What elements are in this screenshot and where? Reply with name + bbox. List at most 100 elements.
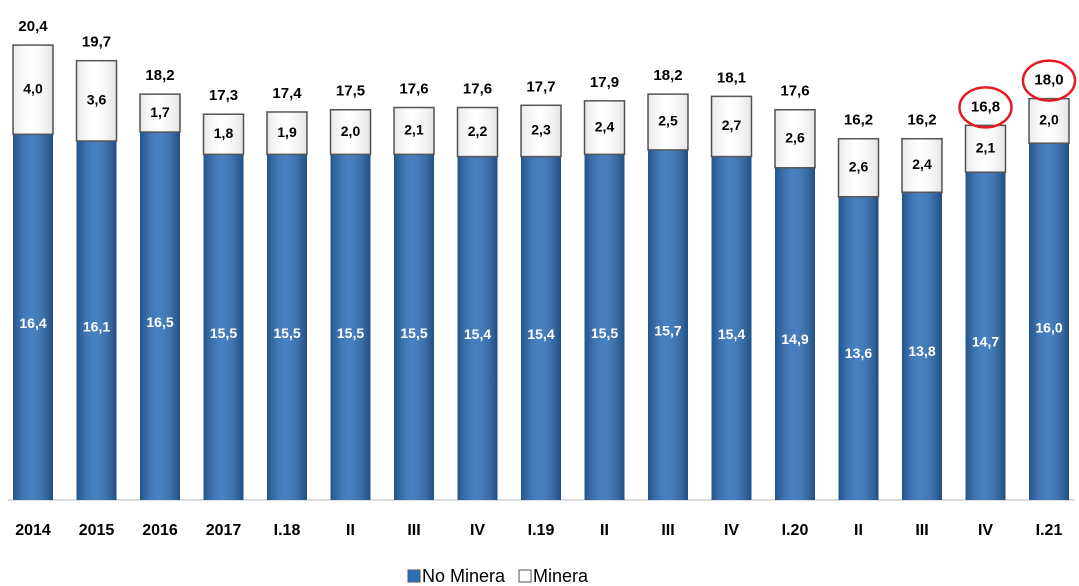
bar-shade — [838, 138, 879, 197]
value-label: 2,3 — [531, 122, 551, 138]
x-tick-label: IV — [724, 522, 739, 539]
bar-shade — [457, 156, 498, 500]
value-label: 16,0 — [1035, 319, 1062, 335]
total-label: 17,6 — [399, 80, 428, 97]
x-tick-label: 2016 — [142, 522, 178, 539]
bar-shade — [267, 111, 307, 155]
legend-label: No Minera — [422, 566, 506, 586]
value-label: 2,6 — [785, 129, 805, 145]
total-label: 18,2 — [145, 67, 174, 84]
bar-shade — [838, 196, 879, 500]
x-tick-label: I.21 — [1036, 522, 1063, 539]
x-tick-label: IV — [470, 522, 485, 539]
value-label: 1,7 — [150, 104, 170, 120]
x-tick-label: III — [661, 522, 674, 539]
legend-swatch — [518, 569, 532, 583]
bar-shade — [76, 60, 117, 141]
x-tick-label: III — [407, 522, 420, 539]
value-label: 3,6 — [87, 92, 107, 108]
bar-shade — [13, 45, 53, 135]
legend-swatch — [407, 569, 421, 583]
total-label: 18,1 — [717, 69, 746, 86]
bar-shade — [521, 105, 561, 157]
highlight-circle — [1021, 59, 1077, 102]
value-label: 15,4 — [718, 326, 745, 342]
x-tick-label: I.20 — [782, 522, 809, 539]
total-label: 17,4 — [272, 85, 302, 102]
value-label: 1,9 — [277, 124, 297, 140]
bar-shade — [775, 109, 815, 168]
bar-shade — [902, 192, 942, 500]
bar-shade — [584, 154, 625, 500]
value-label: 2,1 — [404, 122, 424, 138]
bar-shade — [457, 107, 498, 157]
bar-shade — [648, 149, 688, 500]
total-label: 18,2 — [653, 67, 682, 84]
value-label: 14,7 — [972, 333, 999, 349]
value-label: 13,6 — [845, 345, 872, 361]
x-tick-label: II — [600, 522, 609, 539]
bar-shade — [521, 156, 561, 500]
bar-shade — [203, 114, 244, 155]
bar-shade — [267, 154, 307, 500]
value-label: 2,4 — [912, 156, 932, 172]
value-label: 15,5 — [591, 325, 618, 341]
value-label: 4,0 — [23, 80, 43, 96]
bar-shade — [76, 140, 117, 500]
value-label: 15,5 — [210, 325, 237, 341]
value-label: 15,7 — [654, 323, 681, 339]
bar-shade — [711, 96, 752, 157]
total-label: 16,2 — [844, 112, 873, 129]
x-tick-label: 2014 — [15, 522, 51, 539]
x-tick-label: I.18 — [274, 522, 301, 539]
total-label: 16,2 — [907, 112, 936, 129]
x-tick-label: 2015 — [79, 522, 115, 539]
bar-shade — [203, 154, 244, 500]
value-label: 2,5 — [658, 113, 678, 129]
value-label: 15,4 — [464, 326, 491, 342]
value-label: 1,8 — [214, 125, 234, 141]
value-label: 13,8 — [908, 343, 935, 359]
total-label: 19,7 — [82, 34, 111, 51]
x-tick-label: II — [854, 522, 863, 539]
x-tick-label: III — [915, 522, 928, 539]
total-label: 17,6 — [463, 80, 492, 97]
bar-shade — [902, 138, 942, 193]
total-label: 17,6 — [780, 83, 809, 100]
total-label: 18,0 — [1034, 72, 1063, 89]
bar-shade — [394, 107, 434, 155]
value-label: 2,0 — [341, 123, 361, 139]
bar-shade — [648, 94, 688, 150]
value-label: 15,5 — [400, 325, 427, 341]
total-label: 16,8 — [971, 98, 1000, 115]
total-label: 20,4 — [18, 18, 48, 35]
x-tick-label: II — [346, 522, 355, 539]
total-label: 17,7 — [526, 78, 555, 95]
bar-shade — [1029, 143, 1069, 500]
bar-shade — [711, 156, 752, 500]
highlight-circle — [958, 86, 1013, 129]
value-label: 14,9 — [781, 331, 808, 347]
legend-label: Minera — [533, 566, 589, 586]
bar-shade — [965, 125, 1006, 173]
bar-shade — [330, 109, 371, 155]
bar-shade — [330, 154, 371, 500]
bar-shade — [584, 100, 625, 155]
bar-shade — [775, 167, 815, 501]
bar-shade — [140, 94, 180, 133]
bar-shade — [140, 132, 180, 501]
value-label: 15,5 — [337, 325, 364, 341]
value-label: 2,7 — [722, 117, 742, 133]
x-tick-label: IV — [978, 522, 993, 539]
total-label: 17,9 — [590, 74, 619, 91]
value-label: 2,1 — [976, 139, 996, 155]
bar-shade — [13, 134, 53, 500]
value-label: 15,5 — [273, 325, 300, 341]
bar-shade — [1029, 98, 1069, 144]
x-tick-label: 2017 — [206, 522, 242, 539]
value-label: 15,4 — [527, 326, 554, 342]
total-label: 17,5 — [336, 83, 365, 100]
value-label: 2,2 — [468, 123, 488, 139]
value-label: 2,0 — [1039, 112, 1059, 128]
